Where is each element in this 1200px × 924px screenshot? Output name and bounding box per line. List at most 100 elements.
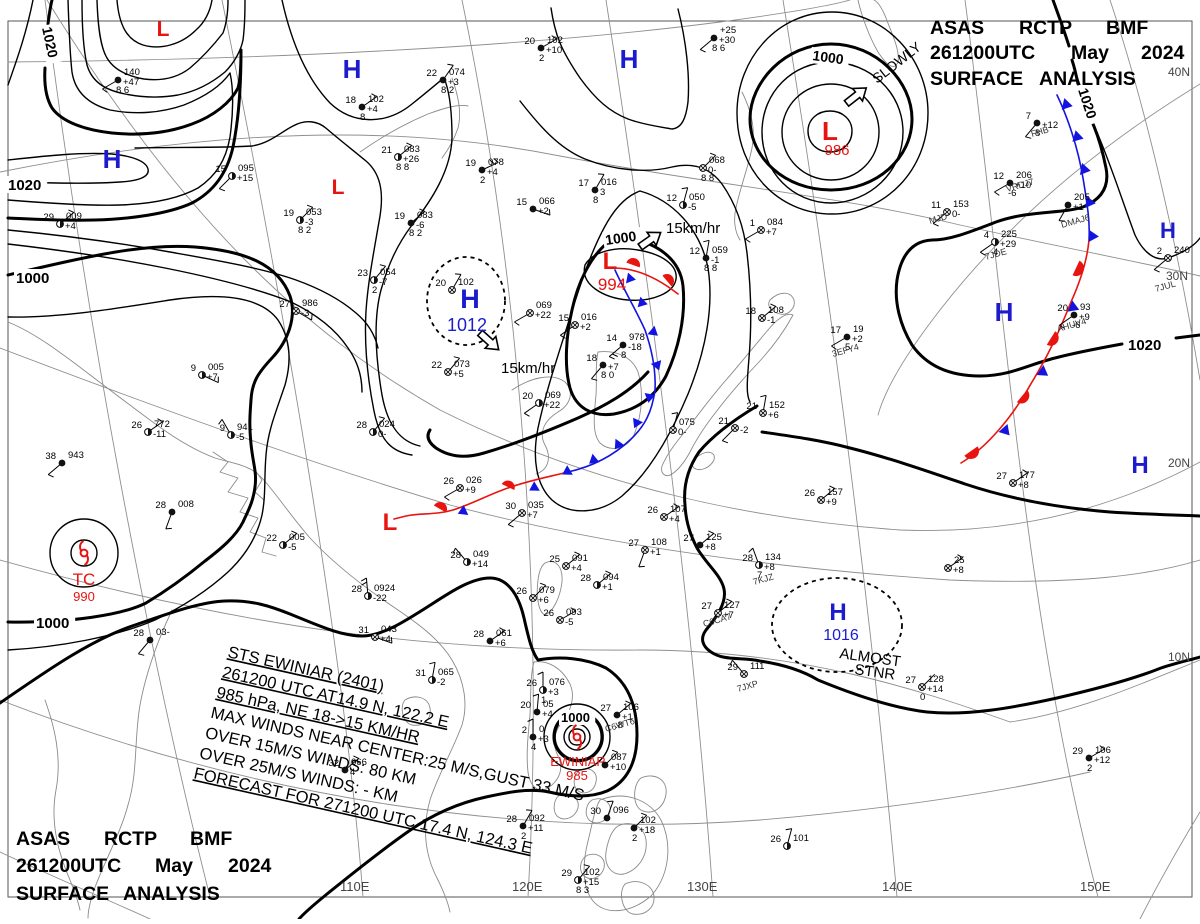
svg-text:22: 22	[426, 68, 437, 79]
svg-text:+4: +4	[487, 167, 498, 178]
svg-text:+15: +15	[583, 877, 599, 888]
svg-text:-6: -6	[416, 220, 424, 231]
svg-text:8 6: 8 6	[116, 85, 129, 96]
svg-text:14: 14	[606, 333, 617, 344]
svg-text:STNR: STNR	[853, 661, 896, 684]
svg-text:140E: 140E	[882, 879, 913, 894]
svg-text:19: 19	[853, 324, 864, 335]
svg-text:065: 065	[438, 667, 454, 678]
svg-text:+8: +8	[764, 562, 775, 573]
svg-text:H: H	[343, 54, 362, 84]
svg-text:4: 4	[984, 230, 989, 241]
svg-text:29: 29	[727, 662, 738, 673]
svg-text:+3: +3	[448, 77, 459, 88]
svg-text:8 8: 8 8	[701, 173, 714, 184]
svg-text:2024: 2024	[228, 855, 272, 877]
svg-text:076: 076	[549, 677, 565, 688]
svg-text:078: 078	[488, 157, 504, 168]
svg-text:092: 092	[529, 813, 545, 824]
svg-text:225: 225	[1001, 229, 1017, 240]
svg-text:2: 2	[539, 53, 544, 64]
svg-text:0-: 0-	[678, 427, 686, 438]
svg-text:049: 049	[473, 549, 489, 560]
svg-text:20: 20	[520, 700, 531, 711]
svg-text:+4: +4	[380, 634, 391, 645]
svg-text:8: 8	[621, 350, 626, 361]
svg-text:111: 111	[750, 661, 764, 672]
svg-text:096: 096	[613, 805, 629, 816]
svg-text:27: 27	[905, 675, 916, 686]
svg-text:L: L	[603, 248, 618, 275]
svg-text:RCTP: RCTP	[1019, 17, 1072, 39]
svg-text:-5: -5	[565, 617, 573, 628]
svg-text:120E: 120E	[512, 879, 543, 894]
svg-text:073: 073	[454, 359, 470, 370]
svg-text:153: 153	[953, 199, 969, 210]
svg-text:29: 29	[1072, 746, 1083, 757]
svg-text:BMF: BMF	[1106, 17, 1148, 39]
svg-text:-1: -1	[711, 255, 719, 266]
svg-text:-2: -2	[740, 425, 748, 436]
svg-text:4: 4	[531, 742, 536, 753]
svg-text:28: 28	[133, 628, 144, 639]
svg-text:2: 2	[522, 725, 527, 736]
svg-text:15: 15	[215, 164, 226, 175]
svg-text:1000: 1000	[812, 47, 845, 67]
svg-text:H: H	[995, 297, 1014, 327]
svg-text:L: L	[822, 116, 838, 146]
svg-text:+4: +4	[65, 221, 76, 232]
svg-text:1020: 1020	[8, 177, 41, 194]
svg-text:4: 4	[993, 247, 998, 258]
svg-text:+7: +7	[608, 362, 619, 373]
svg-text:93: 93	[1080, 302, 1091, 313]
svg-text:095: 095	[238, 163, 254, 174]
svg-text:+7: +7	[723, 610, 734, 621]
svg-text:26: 26	[516, 586, 527, 597]
svg-text:31: 31	[358, 625, 369, 636]
svg-text:102: 102	[458, 277, 474, 288]
svg-text:26: 26	[443, 476, 454, 487]
svg-text:26: 26	[804, 488, 815, 499]
svg-text:38: 38	[45, 451, 56, 462]
svg-text:-5: -5	[236, 432, 244, 443]
svg-text:19: 19	[394, 211, 405, 222]
svg-text:28: 28	[506, 814, 517, 825]
svg-text:152: 152	[769, 400, 785, 411]
svg-text:10N: 10N	[1168, 650, 1190, 664]
svg-text:2: 2	[372, 285, 377, 296]
svg-text:8: 8	[1035, 128, 1040, 139]
svg-text:28: 28	[742, 553, 753, 564]
svg-text:40N: 40N	[1168, 65, 1190, 79]
svg-text:102: 102	[640, 815, 656, 826]
svg-text:061: 061	[496, 628, 512, 639]
svg-text:157: 157	[827, 487, 843, 498]
svg-text:22: 22	[266, 533, 277, 544]
svg-text:18: 18	[345, 95, 356, 106]
svg-text:106: 106	[1095, 745, 1111, 756]
svg-text:L: L	[332, 176, 345, 199]
svg-text:FHB: FHB	[1030, 124, 1050, 139]
svg-text:9: 9	[220, 423, 225, 434]
svg-text:261200UTC: 261200UTC	[930, 42, 1035, 64]
svg-text:261200UTC: 261200UTC	[16, 855, 121, 877]
svg-text:+2: +2	[538, 206, 549, 217]
svg-text:990: 990	[73, 589, 95, 604]
svg-text:079: 079	[539, 585, 555, 596]
svg-text:+3: +3	[538, 734, 549, 745]
svg-text:26: 26	[131, 420, 142, 431]
svg-text:094: 094	[603, 572, 619, 583]
svg-text:+1: +1	[622, 712, 633, 723]
svg-text:102: 102	[368, 94, 384, 105]
svg-text:23: 23	[357, 268, 368, 279]
svg-text:+8: +8	[1018, 480, 1029, 491]
svg-text:084: 084	[767, 217, 783, 228]
svg-text:994: 994	[598, 275, 626, 294]
svg-text:+18: +18	[639, 825, 655, 836]
svg-text:30N: 30N	[1166, 269, 1188, 283]
svg-text:205: 205	[1074, 192, 1090, 203]
svg-text:+6: +6	[538, 595, 549, 606]
svg-text:31: 31	[415, 668, 426, 679]
svg-text:-18: -18	[628, 342, 642, 353]
svg-text:150E: 150E	[1080, 879, 1111, 894]
svg-text:+10: +10	[610, 762, 626, 773]
